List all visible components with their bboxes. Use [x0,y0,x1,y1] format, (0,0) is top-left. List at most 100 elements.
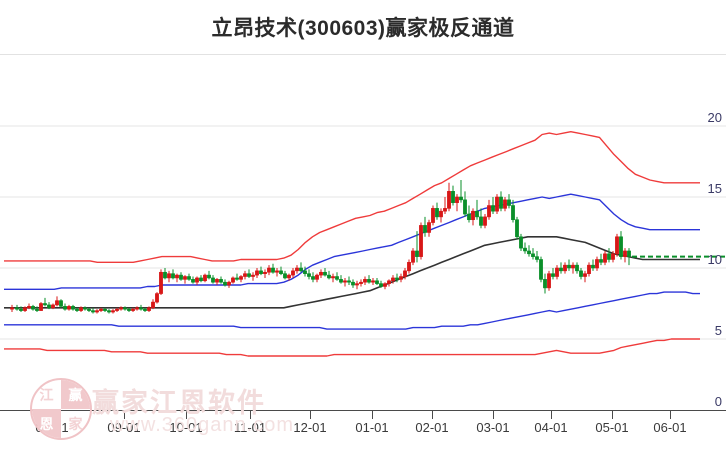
candle-body [23,307,27,311]
candle-body [591,264,595,269]
candle-body [215,279,219,283]
candle-body [531,253,535,257]
candle-body [619,236,623,257]
candle-body [291,270,295,276]
candle-body [79,307,83,311]
candle-body [295,267,299,272]
candle-body [351,281,355,286]
x-axis-tick-label: 06-01 [653,420,687,435]
candle-body [307,273,311,277]
channel-band-line [4,130,700,264]
candle-body [227,281,231,286]
candle-body [243,273,247,277]
candle-body [163,271,167,279]
candle-body [107,310,111,313]
candle-body [127,308,131,311]
candle-body [371,280,375,283]
candle-body [343,280,347,283]
x-axis-tick-label: 12-01 [293,420,327,435]
candle-body [403,270,407,277]
candle-body [515,219,519,238]
candle-body [143,308,147,311]
candle-body [451,191,455,203]
candle-body [507,199,511,206]
candle-body [71,306,75,310]
candle-body [223,281,227,286]
candle-body [495,196,499,212]
candle-body [239,276,243,280]
candle-body [287,274,291,279]
x-axis-ticks [0,411,726,419]
x-axis-tick-label: 05-01 [595,420,629,435]
chart-title-bar: 立昂技术(300603)赢家极反通道 [0,0,726,54]
candle-body [443,208,447,212]
candle-body [315,274,319,280]
candle-body [63,306,67,310]
candle-body [471,210,475,221]
candle-body [231,277,235,283]
candle-body [219,279,223,283]
x-axis-tick [372,411,373,419]
candle-body [47,304,51,309]
candle-body [15,307,19,310]
x-axis-labels: 08-01 09-01 10-01 11-01 12-01 01-01 02-01 03-01… [0,420,726,450]
chart-canvas [0,125,726,357]
candlesticks-group [10,179,631,314]
candle-body [431,208,435,223]
candle-body [55,300,59,306]
candle-body [483,216,487,226]
candle-body [131,308,135,311]
candle-body [519,236,523,249]
x-axis-tick [186,411,187,419]
candle-body [555,267,559,277]
candle-body [299,267,303,272]
x-axis-tick [52,411,53,419]
candle-body [367,279,371,283]
gridlines-group [0,125,726,340]
candle-body [387,280,391,284]
x-axis-tick [670,411,671,419]
candle-body [363,279,367,283]
candle-body [491,205,495,212]
candle-body [523,247,527,252]
candle-body [59,300,63,307]
x-axis-tick [250,411,251,419]
candle-body [615,236,619,255]
candle-body [115,308,119,311]
candle-body [179,274,183,280]
candle-body [323,271,327,276]
candle-body [607,253,611,260]
x-axis-tick-label: 01-01 [355,420,389,435]
candle-body [247,273,251,277]
candle-body [539,259,543,280]
candle-body [395,277,399,280]
x-axis-tick-label: 11-01 [233,420,267,435]
candle-body [575,264,579,272]
candle-body [83,307,87,310]
candle-body [43,303,47,306]
candle-body [183,276,187,280]
candle-body [475,210,479,218]
candle-body [155,293,159,303]
candle-body [263,271,267,274]
candle-body [303,270,307,274]
candle-body [423,225,427,233]
candle-body [563,264,567,272]
candle-body [75,308,79,311]
candle-body [123,307,127,310]
candle-body [139,307,143,310]
candle-body [283,273,287,279]
candle-body [35,308,39,311]
candle-body [255,270,259,276]
candle-body [199,277,203,282]
x-axis-tick [432,411,433,419]
candle-body [579,270,583,277]
channel-band-line [4,193,700,291]
candle-body [399,276,403,280]
candle-body [463,199,467,215]
candle-body [31,306,35,310]
candle-body [271,267,275,273]
candle-body [187,276,191,280]
candle-body [195,277,199,283]
